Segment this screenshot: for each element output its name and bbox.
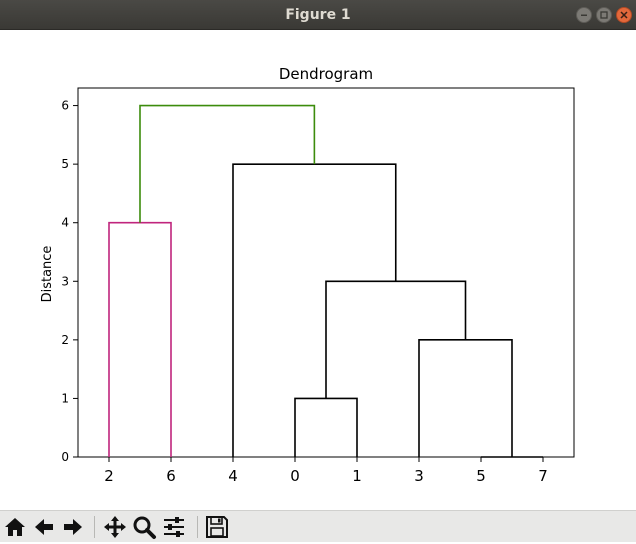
minimize-button[interactable]: [576, 7, 592, 23]
y-tick-label: 1: [61, 391, 69, 405]
configure-button[interactable]: [161, 514, 187, 540]
dendrogram-link: [139, 104, 316, 223]
back-icon: [35, 519, 53, 535]
y-tick-label: 5: [61, 157, 69, 171]
dendrogram-link: [294, 397, 358, 457]
save-button[interactable]: [204, 514, 230, 540]
plot-frame: [77, 87, 575, 458]
navigation-toolbar: [0, 510, 636, 542]
y-tick-label: 3: [61, 274, 69, 288]
maximize-icon: [600, 11, 608, 19]
close-icon: [620, 11, 628, 19]
figure-canvas[interactable]: Dendrogram Distance 0 1 2 3 4 5 6 2 6 4 0 1 3 5 7: [0, 30, 636, 510]
y-ticks: 0 1 2 3 4 5 6: [61, 99, 78, 464]
y-tick-label: 4: [61, 216, 69, 230]
toolbar-separator: [197, 516, 198, 538]
x-ticks: 2 6 4 0 1 3 5 7: [104, 457, 548, 485]
leaf-label: 0: [290, 467, 300, 485]
close-button[interactable]: [616, 7, 632, 23]
home-icon: [5, 518, 25, 536]
back-button[interactable]: [31, 514, 57, 540]
maximize-button[interactable]: [596, 7, 612, 23]
y-tick-label: 6: [61, 99, 69, 113]
y-tick-label: 2: [61, 333, 69, 347]
y-axis-label: Distance: [40, 246, 55, 303]
y-tick-label: 0: [61, 450, 69, 464]
leaf-label: 7: [538, 467, 548, 485]
forward-icon: [64, 519, 82, 535]
pan-icon: [104, 516, 126, 538]
toolbar-separator: [94, 516, 95, 538]
save-icon: [206, 516, 228, 538]
pan-button[interactable]: [102, 514, 128, 540]
window-titlebar[interactable]: Figure 1: [0, 0, 636, 30]
dendrogram-link: [108, 221, 172, 457]
leaf-label: 6: [166, 467, 176, 485]
forward-button[interactable]: [60, 514, 86, 540]
chart-title: Dendrogram: [279, 65, 373, 83]
leaf-label: 5: [476, 467, 486, 485]
home-button[interactable]: [2, 514, 28, 540]
dendrogram-link: [418, 339, 513, 457]
leaf-label: 4: [228, 467, 238, 485]
zoom-button[interactable]: [131, 514, 157, 540]
dendrogram-link: [232, 163, 397, 457]
leaf-label: 2: [104, 467, 114, 485]
dendrogram-chart: Dendrogram Distance 0 1 2 3 4 5 6 2 6 4 0 1 3 5 7: [40, 65, 575, 485]
zoom-icon: [133, 516, 156, 539]
window-title: Figure 1: [285, 7, 351, 23]
dendrogram-links: [108, 104, 543, 458]
leaf-label: 1: [352, 467, 362, 485]
leaf-label: 3: [414, 467, 424, 485]
minimize-icon: [581, 14, 587, 16]
configure-icon: [164, 517, 184, 537]
